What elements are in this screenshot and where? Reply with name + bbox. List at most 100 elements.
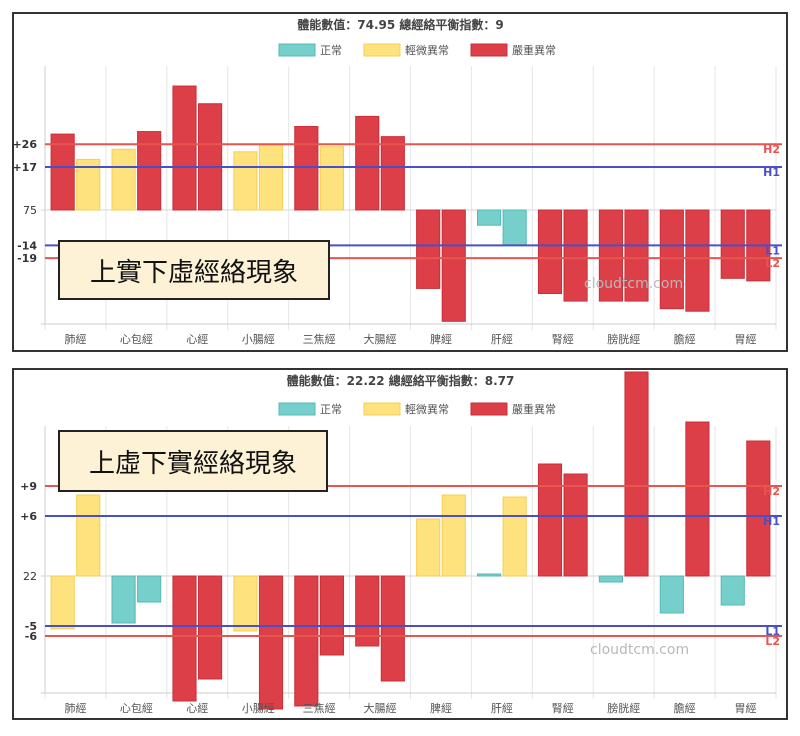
- ref-tick-H2: +26: [14, 138, 37, 151]
- x-tick-label: 大腸經: [364, 332, 397, 346]
- bar-right-2: [198, 103, 223, 211]
- ref-tick-L2: -6: [25, 630, 38, 643]
- legend-swatch-mild: [363, 402, 401, 416]
- bar-left-4: [294, 575, 319, 707]
- ref-tick-L2: -19: [17, 252, 37, 265]
- ref-label-H2: H2: [763, 143, 780, 156]
- bar-right-5: [380, 136, 405, 211]
- bar-right-4: [319, 575, 344, 656]
- legend-label-normal: 正常: [320, 44, 342, 57]
- legend-label-normal: 正常: [320, 403, 342, 416]
- bar-right-6: [441, 494, 466, 577]
- bar-left-1: [111, 148, 136, 211]
- x-tick-label: 肺經: [64, 332, 86, 346]
- ref-label-H1: H1: [763, 515, 780, 528]
- baseline-label: 75: [23, 204, 37, 217]
- callout-2-text: 上虛下實經絡現象: [88, 448, 297, 479]
- x-tick-label: 大腸經: [364, 701, 397, 715]
- x-tick-label: 腎經: [552, 701, 574, 715]
- bar-left-3: [233, 151, 258, 211]
- bar-left-10: [659, 209, 684, 310]
- bar-left-0: [50, 575, 75, 630]
- ref-label-H1: H1: [763, 166, 780, 179]
- x-tick-label: 小腸經: [242, 701, 275, 715]
- bar-right-0: [76, 158, 101, 211]
- x-tick-label: 胃經: [735, 332, 757, 346]
- bar-left-9: [598, 209, 623, 302]
- bar-left-11: [720, 209, 745, 279]
- x-tick-label: 膽經: [674, 701, 696, 715]
- legend-swatch-normal: [278, 43, 316, 57]
- ref-label-H2: H2: [763, 485, 780, 498]
- ref-label-L2: L2: [765, 635, 780, 648]
- bar-left-9: [598, 575, 623, 583]
- bar-left-2: [172, 575, 197, 702]
- ref-label-L1: L1: [765, 625, 780, 638]
- x-tick-label: 三焦經: [303, 701, 336, 715]
- bar-left-7: [477, 573, 502, 577]
- bar-right-2: [198, 575, 223, 680]
- ref-tick-H2: +9: [20, 480, 37, 493]
- bar-right-5: [380, 575, 405, 682]
- chart-title: 體能數值：22.22 總經絡平衡指數：8.77: [287, 373, 515, 388]
- bar-right-3: [258, 575, 284, 710]
- bar-right-10: [685, 421, 710, 577]
- bar-right-0: [76, 494, 101, 577]
- legend-label-severe: 嚴重異常: [512, 402, 556, 416]
- bar-left-7: [477, 209, 502, 226]
- bar-left-8: [537, 463, 563, 577]
- x-tick-label: 膽經: [674, 332, 696, 346]
- legend-swatch-mild: [363, 43, 401, 57]
- x-tick-label: 心包經: [120, 701, 153, 715]
- bar-right-1: [137, 131, 162, 211]
- x-tick-label: 小腸經: [242, 332, 275, 346]
- x-tick-label: 心包經: [120, 332, 153, 346]
- bar-left-8: [537, 209, 563, 294]
- chart-panel-1: 體能數值：74.95 總經絡平衡指數：9 正常 輕微異常 嚴重異常 75 肺經 心包經 心經 小…: [12, 12, 788, 352]
- x-tick-label: 胃經: [735, 701, 757, 715]
- bar-right-3: [258, 143, 284, 211]
- bar-left-2: [172, 85, 197, 211]
- bar-left-1: [111, 575, 136, 624]
- legend-swatch-severe: [470, 43, 508, 57]
- bar-right-11: [746, 440, 771, 577]
- x-tick-label: 肝經: [491, 332, 513, 346]
- watermark-1: cloudtcm.com: [584, 276, 684, 292]
- x-tick-label: 心經: [186, 332, 208, 346]
- bar-right-7: [502, 209, 527, 246]
- legend-swatch-severe: [470, 402, 508, 416]
- bar-left-3: [233, 575, 258, 632]
- bar-left-10: [659, 575, 684, 614]
- bar-right-9: [624, 371, 649, 577]
- ref-label-L2: L2: [765, 257, 780, 270]
- bar-right-9: [624, 209, 649, 302]
- x-tick-label: 腎經: [552, 332, 574, 346]
- bar-right-8: [563, 209, 588, 302]
- legend-label-severe: 嚴重異常: [512, 43, 556, 57]
- ref-tick-H1: +17: [14, 161, 37, 174]
- x-tick-label: 肺經: [64, 701, 86, 715]
- bar-left-5: [355, 575, 380, 647]
- ref-tick-L1: -14: [17, 239, 37, 252]
- x-tick-label: 脾經: [430, 332, 452, 346]
- watermark-2: cloudtcm.com: [590, 642, 690, 658]
- callout-1-text: 上實下虛經絡現象: [89, 257, 298, 288]
- bar-right-1: [137, 575, 162, 603]
- bar-left-0: [50, 133, 75, 211]
- bar-left-5: [355, 115, 380, 211]
- bar-right-6: [441, 209, 466, 322]
- legend-label-mild: 輕微異常: [405, 402, 449, 416]
- bar-left-6: [416, 209, 441, 289]
- bar-left-4: [294, 126, 319, 211]
- x-tick-label: 三焦經: [303, 332, 336, 346]
- x-tick-label: 膀胱經: [607, 332, 640, 346]
- baseline-label: 22: [23, 570, 37, 583]
- x-tick-label: 心經: [186, 701, 208, 715]
- bar-left-11: [720, 575, 745, 606]
- bar-left-6: [416, 518, 441, 577]
- bar-right-7: [502, 496, 527, 577]
- legend-label-mild: 輕微異常: [405, 43, 449, 57]
- ref-label-L1: L1: [765, 244, 780, 257]
- ref-tick-L1: -5: [25, 620, 37, 633]
- callout-1: 上實下虛經絡現象: [58, 240, 330, 300]
